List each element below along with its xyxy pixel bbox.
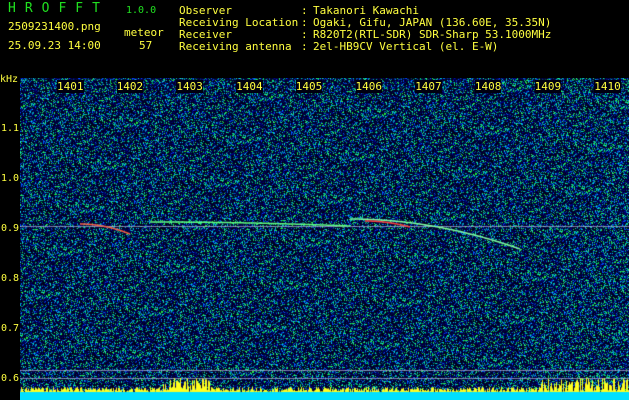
x-tick-label: 1401	[57, 80, 84, 93]
y-tick-label: 0.6	[1, 373, 20, 384]
axis-unit: kHz	[0, 74, 19, 85]
info-value: R820T2(RTL-SDR) SDR-Sharp 53.1000MHz	[313, 28, 552, 41]
x-tick-label: 1405	[295, 80, 323, 93]
x-tick-label: 1410	[594, 80, 621, 93]
x-tick-label: 1408	[474, 80, 502, 93]
x-tick-label: 1402	[116, 80, 144, 93]
y-tick-label: 1.1	[1, 123, 20, 134]
x-tick-label: 1403	[176, 80, 203, 93]
meteor-count: 57	[139, 39, 153, 52]
info-label: Observer	[179, 4, 232, 17]
app-title: HROFFT	[8, 1, 109, 16]
x-tick-label: 1406	[355, 80, 382, 93]
x-tick-label: 1409	[534, 80, 562, 93]
info-label: Receiver	[179, 28, 232, 41]
app-version: 1.0.0	[126, 5, 157, 16]
info-separator: :	[301, 4, 308, 17]
info-separator: :	[301, 28, 308, 41]
y-tick-label: 0.7	[1, 323, 20, 334]
filename: 2509231400.png	[8, 20, 101, 33]
count-label: meteor	[124, 26, 164, 39]
info-label: Receiving Location	[179, 16, 299, 29]
info-label: Receiving antenna	[179, 40, 292, 53]
x-tick-label: 1404	[236, 80, 263, 93]
info-value: Ogaki, Gifu, JAPAN (136.60E, 35.35N)	[313, 16, 552, 29]
info-separator: :	[301, 16, 308, 29]
spectrogram	[20, 78, 629, 400]
y-tick-label: 0.8	[1, 273, 20, 284]
info-separator: :	[301, 40, 308, 53]
y-tick-label: 0.9	[1, 223, 20, 234]
datetime: 25.09.23 14:00	[8, 39, 101, 52]
x-tick-label: 1407	[415, 80, 442, 93]
y-tick-label: 1.0	[1, 173, 20, 184]
info-value: Takanori Kawachi	[313, 4, 419, 17]
info-value: 2el-HB9CV Vertical (el. E-W)	[313, 40, 499, 53]
